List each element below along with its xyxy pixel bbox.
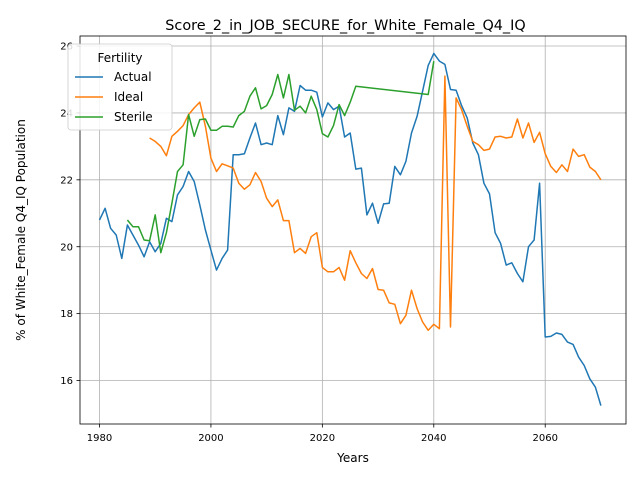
- series-line-actual: [100, 53, 601, 405]
- y-tick-label: 20: [60, 242, 73, 253]
- legend-label-ideal: Ideal: [114, 90, 143, 104]
- x-axis-label: Years: [336, 451, 369, 465]
- legend-label-actual: Actual: [114, 70, 152, 84]
- legend-title: Fertility: [97, 51, 142, 65]
- legend: Fertility Actual Ideal Sterile: [68, 44, 172, 130]
- x-tick-label: 1980: [87, 433, 112, 444]
- x-tick-label: 2040: [421, 433, 446, 444]
- series-line-sterile: [127, 61, 433, 253]
- y-tick-label: 22: [60, 175, 73, 186]
- series-lines: [100, 53, 601, 405]
- chart-title: Score_2_in_JOB_SECURE_for_White_Female_Q…: [165, 18, 525, 34]
- y-tick-label: 16: [60, 376, 73, 387]
- x-tick-label: 2060: [532, 433, 557, 444]
- x-tick-label: 2000: [198, 433, 223, 444]
- y-axis-label: % of White_Female Q4_IQ Population: [14, 119, 28, 341]
- series-line-ideal: [150, 76, 601, 330]
- x-tick-label: 2020: [310, 433, 335, 444]
- y-tick-label: 18: [60, 309, 73, 320]
- legend-label-sterile: Sterile: [114, 110, 153, 124]
